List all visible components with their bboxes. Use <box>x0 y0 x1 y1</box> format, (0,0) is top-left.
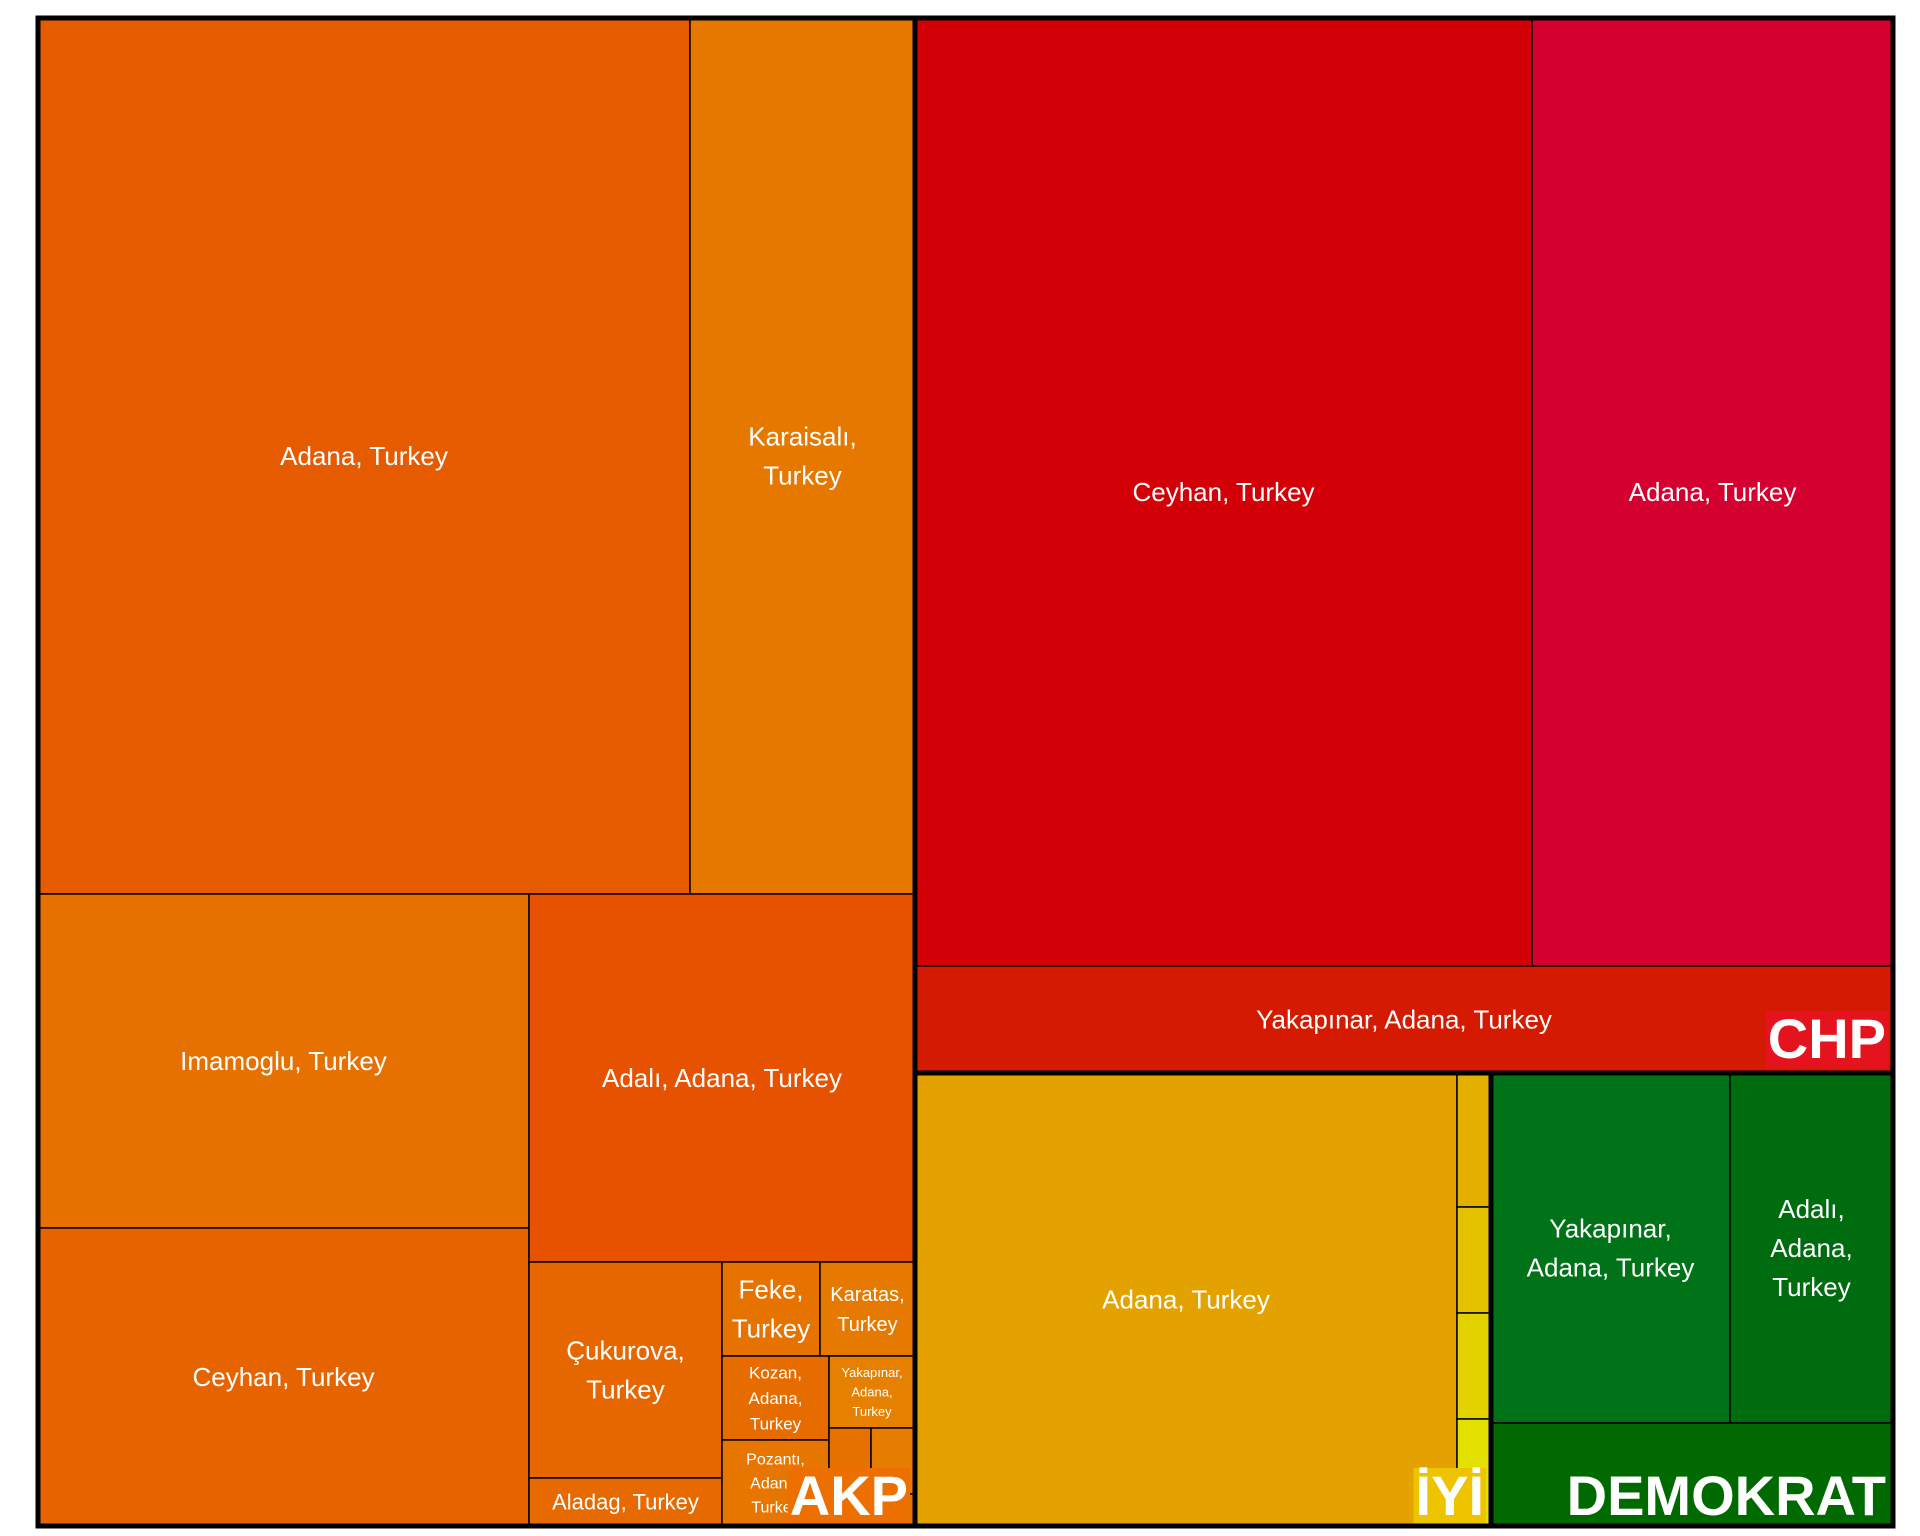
treemap-cell: Adana, Turkey <box>1531 17 1894 967</box>
treemap-cell-rect <box>37 1227 530 1527</box>
treemap-group-label-bg <box>1564 1468 1888 1525</box>
treemap-cell: Yakapınar, Adana, Turkey <box>1490 1072 1731 1424</box>
treemap-cell: Kozan, Adana, Turkey <box>721 1355 830 1441</box>
treemap-cell: Adalı, Adana, Turkey <box>1729 1072 1894 1424</box>
treemap-cell-label: Adana, Turkey <box>1629 477 1797 507</box>
treemap-cell-rect <box>819 1261 916 1357</box>
treemap-cell-label: Karaisalı, Turkey <box>748 422 856 491</box>
treemap-cell-label: Feke, Turkey <box>732 1275 811 1344</box>
treemap-cell-rect <box>1456 1206 1492 1314</box>
treemap-cell: Yakapınar, Adana, Turkey <box>828 1355 916 1429</box>
treemap-cell: Imamoglu, Turkey <box>37 893 530 1229</box>
treemap-cell-rect <box>914 17 1533 967</box>
treemap-group-demokrat: Yakapınar, Adana, Turkey Adalı, Adana, Turke… <box>1488 1070 1896 1529</box>
treemap-cell-label: Adalı, Adana, Turkey <box>602 1063 842 1093</box>
treemap-cell-rect <box>1456 1072 1492 1208</box>
treemap-group-label: DEMOKRAT <box>1567 1464 1886 1527</box>
treemap-cell-rect <box>1456 1312 1492 1420</box>
treemap-cell <box>1456 1072 1492 1208</box>
treemap-cell: Adana, Turkey <box>914 1072 1458 1527</box>
treemap-cell-label: Yakapınar, Adana, Turkey <box>1256 1005 1552 1035</box>
treemap-cell: Karaisalı, Turkey <box>689 17 916 895</box>
treemap-cell-label: Çukurova, Turkey <box>566 1336 685 1405</box>
treemap-cell-rect <box>1729 1072 1894 1424</box>
treemap-cell <box>1456 1206 1492 1314</box>
treemap-group-label: CHP <box>1768 1007 1886 1070</box>
treemap-cell: Çukurova, Turkey <box>528 1261 723 1479</box>
treemap-cell-label: Adana, Turkey <box>280 441 448 471</box>
treemap-cell-rect <box>1531 17 1894 967</box>
treemap-cell <box>1456 1312 1492 1420</box>
treemap-cell-rect <box>689 17 916 895</box>
treemap-group-akp: Adana, Turkey Karaisalı, Turkey Imamoglu, T… <box>35 15 918 1529</box>
treemap-cell-rect <box>828 1355 916 1429</box>
treemap-cell-label: Aladag, Turkey <box>552 1490 699 1515</box>
treemap-group-label: AKP <box>790 1464 908 1527</box>
treemap-outer-frame <box>35 15 1896 1529</box>
treemap-cell-label: Kozan, Adana, Turkey <box>749 1363 803 1433</box>
treemap-cell: Ceyhan, Turkey <box>914 17 1533 967</box>
treemap-group-chp: Ceyhan, Turkey Adana, Turkey Yakapınar, Ad… <box>912 15 1896 1076</box>
treemap-cell: Adalı, Adana, Turkey <box>528 893 916 1263</box>
treemap-cell-rect <box>528 893 916 1263</box>
treemap-cell-label: Yakapınar, Adana, Turkey <box>1527 1214 1695 1283</box>
treemap-cell: Adana, Turkey <box>37 17 691 895</box>
treemap-cell-label: Ceyhan, Turkey <box>192 1362 374 1392</box>
treemap-cell: Aladag, Turkey <box>528 1477 723 1527</box>
treemap-cell-label: Yakapınar, Adana, Turkey <box>841 1365 902 1419</box>
treemap-group-label: İYİ <box>1416 1464 1484 1527</box>
treemap-cell-rect <box>37 17 691 895</box>
treemap-cell-label: Imamoglu, Turkey <box>180 1046 387 1076</box>
treemap-cell: Feke, Turkey <box>721 1261 821 1357</box>
treemap-cell-label: Adalı, Adana, Turkey <box>1770 1194 1852 1302</box>
treemap-cell-rect <box>914 1072 1458 1527</box>
treemap-cell-rect <box>528 1261 723 1479</box>
treemap-group-iyi: Adana, Turkey <box>912 1070 1494 1529</box>
treemap-cell-label: Adana, Turkey <box>1102 1285 1270 1315</box>
treemap-cell-rect <box>721 1355 830 1441</box>
treemap-group-label-bg <box>787 1468 910 1525</box>
treemap-cell: Karatas, Turkey <box>819 1261 916 1357</box>
treemap-group-label-bg <box>1765 1011 1888 1068</box>
treemap-cell-label: Karatas, Turkey <box>830 1284 904 1336</box>
treemap-group-label-bg <box>1413 1468 1486 1525</box>
treemap-cell: Yakapınar, Adana, Turkey <box>914 965 1894 1074</box>
treemap-cell-label: Ceyhan, Turkey <box>1132 477 1314 507</box>
treemap-cell: Ceyhan, Turkey <box>37 1227 530 1527</box>
treemap-cell-rect <box>1490 1072 1731 1424</box>
treemap-cell-rect <box>914 965 1894 1074</box>
